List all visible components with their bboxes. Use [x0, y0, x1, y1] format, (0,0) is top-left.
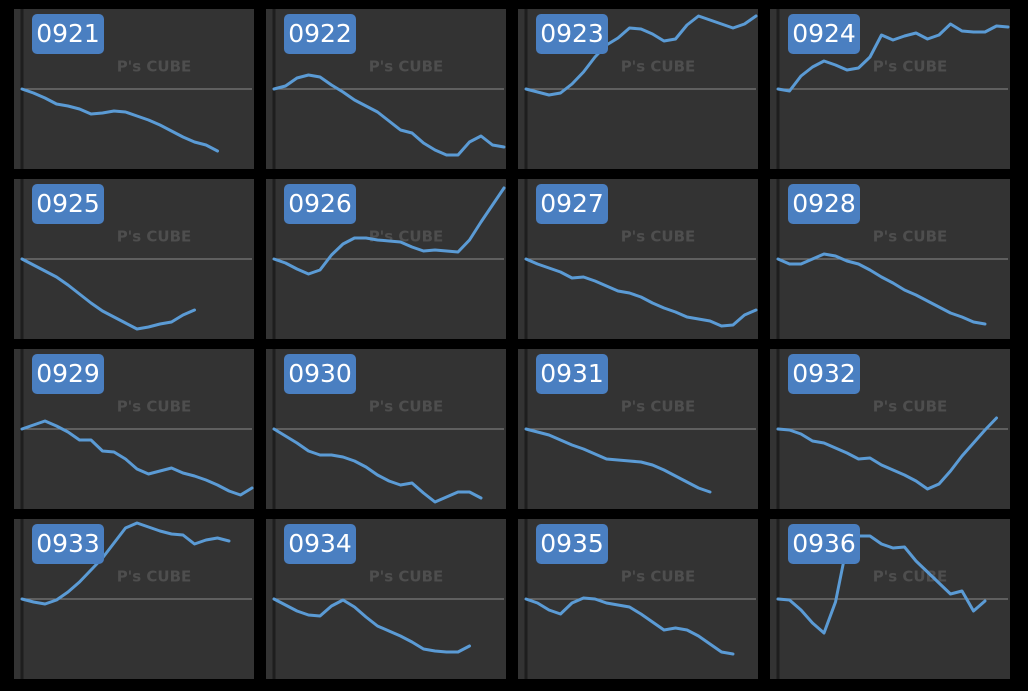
watermark: P's CUBE [873, 228, 948, 246]
data-line [20, 521, 231, 606]
chart-title: 0935 [540, 529, 604, 558]
watermark: P's CUBE [873, 568, 948, 586]
data-line [776, 22, 1010, 93]
label-box [32, 14, 104, 54]
label-box [788, 14, 860, 54]
label-box [284, 354, 356, 394]
data-line [272, 186, 506, 276]
data-line [20, 257, 196, 331]
data-line [524, 14, 758, 97]
chart-title: 0927 [540, 189, 604, 218]
chart-title: 0923 [540, 19, 604, 48]
label-box [32, 524, 104, 564]
label-box [284, 524, 356, 564]
watermark: P's CUBE [369, 568, 444, 586]
data-line [20, 87, 219, 153]
chart-title: 0921 [36, 19, 100, 48]
chart-title: 0933 [36, 529, 100, 558]
data-line [776, 534, 987, 635]
watermark: P's CUBE [873, 58, 948, 76]
label-box [536, 184, 608, 224]
data-line [524, 257, 758, 328]
watermark: P's CUBE [621, 58, 696, 76]
label-box [536, 354, 608, 394]
chart-title: 0931 [540, 359, 604, 388]
label-box [284, 184, 356, 224]
data-line [776, 252, 987, 326]
watermark: P's CUBE [117, 228, 192, 246]
chart-title: 0932 [792, 359, 856, 388]
watermark: P's CUBE [621, 398, 696, 416]
label-box [788, 184, 860, 224]
watermark: P's CUBE [621, 228, 696, 246]
label-box [788, 354, 860, 394]
label-box [284, 14, 356, 54]
watermark: P's CUBE [621, 568, 696, 586]
chart-title: 0930 [288, 359, 352, 388]
data-line [776, 416, 998, 491]
chart-title: 0925 [36, 189, 100, 218]
chart-title: 0924 [792, 19, 856, 48]
label-box [32, 184, 104, 224]
data-line [524, 427, 712, 494]
chart-title: 0934 [288, 529, 352, 558]
watermark: P's CUBE [873, 398, 948, 416]
watermark: P's CUBE [117, 568, 192, 586]
label-box [32, 354, 104, 394]
chart-title: 0926 [288, 189, 352, 218]
watermark: P's CUBE [369, 398, 444, 416]
data-line [20, 419, 254, 497]
label-box [788, 524, 860, 564]
watermark: P's CUBE [117, 58, 192, 76]
chart-title: 0928 [792, 189, 856, 218]
data-line [272, 73, 506, 157]
data-line [272, 427, 483, 504]
label-box [536, 524, 608, 564]
chart-title: 0922 [288, 19, 352, 48]
data-line [272, 597, 471, 654]
label-box [536, 14, 608, 54]
watermark: P's CUBE [369, 58, 444, 76]
chart-title: 0936 [792, 529, 856, 558]
watermark: P's CUBE [117, 398, 192, 416]
data-line [524, 596, 735, 656]
chart-title: 0929 [36, 359, 100, 388]
